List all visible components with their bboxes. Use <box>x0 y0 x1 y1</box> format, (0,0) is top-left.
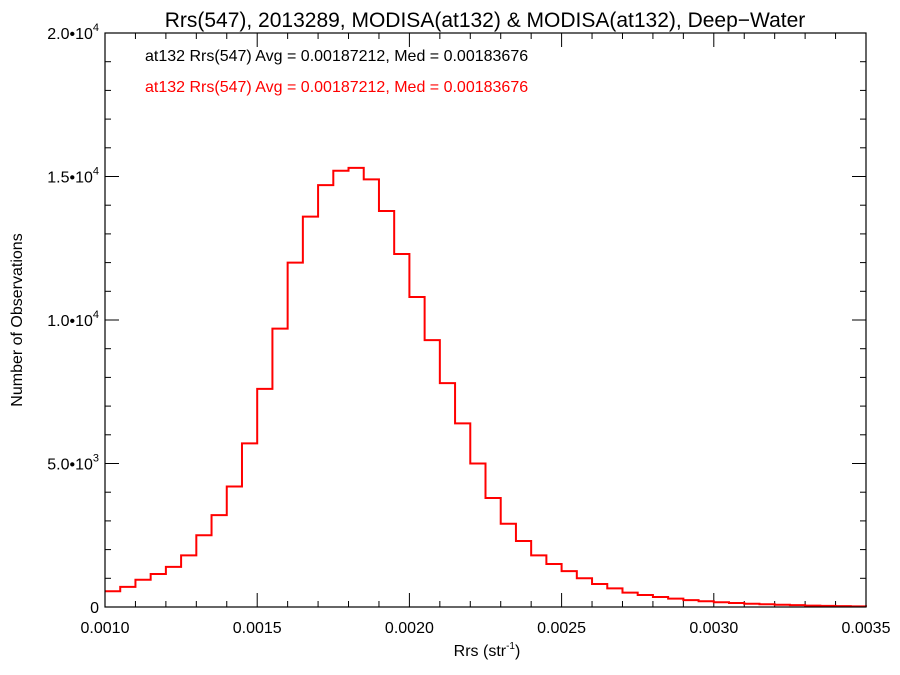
tick-labels: 0.0010 0.0015 0.0020 0.0025 0.0030 0.0035 0 5.0… <box>47 22 890 637</box>
x-tick-label: 0.0035 <box>842 620 891 637</box>
annotation-red: at132 Rrs(547) Avg = 0.00187212, Med = 0… <box>145 79 528 96</box>
x-tick-label: 0.0010 <box>81 620 130 637</box>
y-tick-label: 1.5•104 <box>47 166 99 187</box>
x-axis-title-end: ) <box>515 643 520 660</box>
chart-title: Rrs(547), 2013289, MODISA(at132) & MODIS… <box>165 9 806 32</box>
x-axis-title-sup: -1 <box>506 641 515 652</box>
histogram-series-line <box>105 166 867 608</box>
annotation-black: at132 Rrs(547) Avg = 0.00187212, Med = 0… <box>145 48 528 65</box>
x-axis-title-main: Rrs (str <box>454 643 507 660</box>
y-axis-title: Number of Observations <box>9 233 26 406</box>
x-tick-label: 0.0015 <box>233 620 282 637</box>
axis-ticks <box>104 32 867 608</box>
x-tick-label: 0.0025 <box>537 620 586 637</box>
x-tick-label: 0.0020 <box>385 620 434 637</box>
x-tick-label: 0.0030 <box>689 620 738 637</box>
y-tick-label: 0 <box>90 600 99 617</box>
plot-frame <box>104 32 867 608</box>
x-axis-title: Rrs (str-1) <box>454 641 521 660</box>
y-tick-label: 2.0•104 <box>47 22 99 43</box>
y-tick-label: 1.0•104 <box>47 309 99 330</box>
y-tick-label: 5.0•103 <box>47 453 99 474</box>
